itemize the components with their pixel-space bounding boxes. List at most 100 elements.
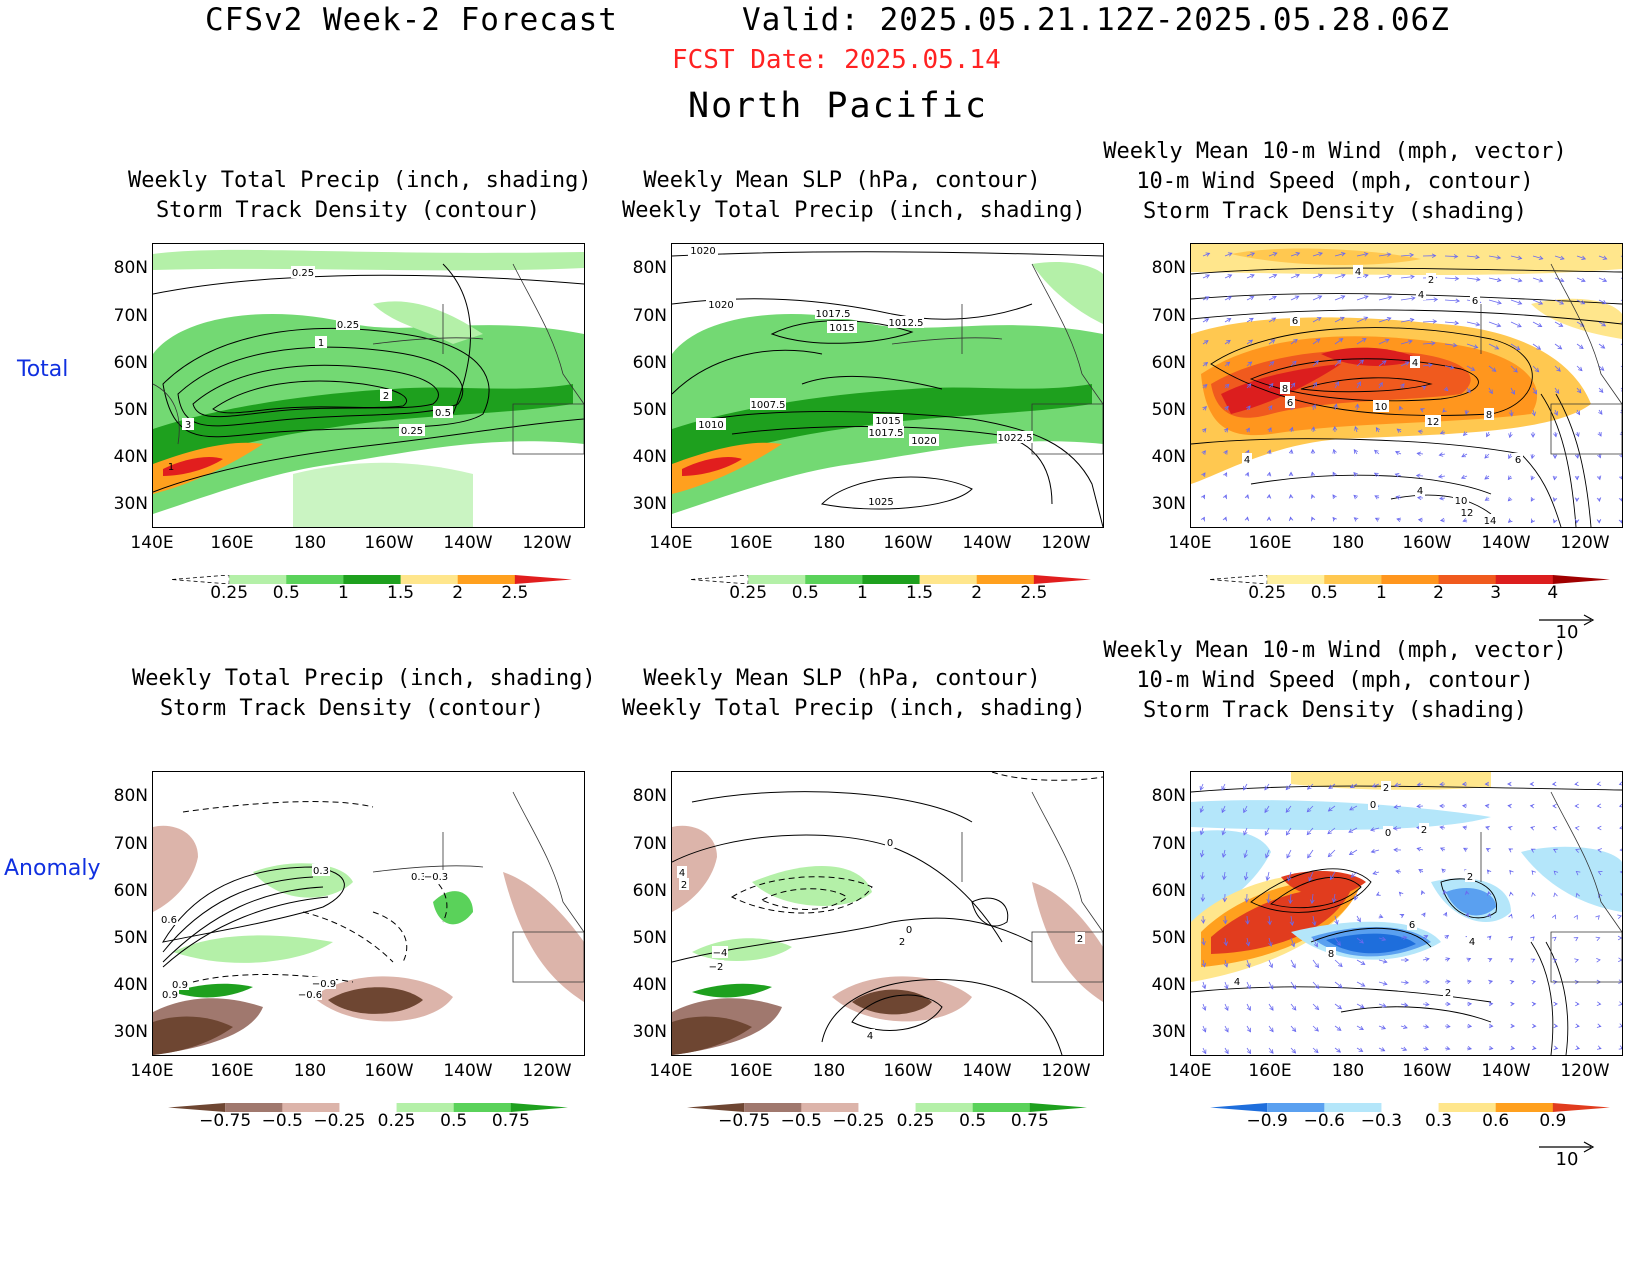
contour-label: 4 — [679, 868, 685, 879]
wind-vector-head — [1354, 425, 1359, 431]
lon-tick-label: 120W — [1560, 533, 1610, 553]
wind-vector-head — [1288, 516, 1294, 522]
wind-vector-head — [1399, 914, 1405, 919]
wind-vector-head — [1531, 1045, 1537, 1051]
coastline — [153, 263, 584, 455]
wind-vector — [1328, 805, 1336, 812]
wind-vector-head — [1291, 984, 1297, 990]
colorbar-swatch — [1552, 1103, 1610, 1112]
wind-vector-head — [1370, 849, 1376, 854]
wind-vector-head — [1393, 847, 1398, 853]
wind-vector-head — [1475, 277, 1481, 282]
wind-vector-head — [1531, 1001, 1537, 1007]
wind-vector — [1394, 805, 1402, 808]
wind-vector-head — [1202, 1006, 1207, 1011]
wind-vector-head — [1517, 255, 1523, 260]
wind-vector-head — [1552, 454, 1558, 460]
wind-vector-head — [1332, 426, 1338, 431]
wind-vector-head — [1348, 828, 1353, 833]
wind-vector-head — [1221, 830, 1226, 836]
wind-vector-head — [1467, 1001, 1473, 1007]
wind-vector — [1466, 321, 1480, 326]
wind-vector-head — [1618, 1001, 1622, 1006]
wind-vector — [1554, 387, 1560, 394]
wind-vector-head — [1349, 784, 1355, 789]
lon-tick-label: 140W — [962, 1061, 1012, 1081]
wind-vector — [1202, 362, 1208, 367]
wind-vector-head — [1387, 295, 1393, 300]
storm-track-anomaly-contours — [161, 801, 448, 983]
wind-vector — [1312, 338, 1321, 345]
wind-vector-head — [1373, 472, 1379, 477]
wind-vector-head — [1288, 471, 1294, 477]
wind-vector-head — [1497, 300, 1502, 305]
wind-vector-head — [1221, 808, 1226, 814]
lat-tick-label: 40N — [632, 975, 667, 995]
wind-vector-head — [1553, 1045, 1559, 1051]
contour-label: 1 — [168, 462, 174, 473]
wind-vector-head — [1575, 848, 1580, 853]
colorbar-tick-label: 2.5 — [501, 583, 529, 603]
colorbar-swatch — [915, 1103, 974, 1112]
wind-vector — [1351, 871, 1358, 878]
wind-vector — [1509, 431, 1512, 438]
wind-vector-head — [1463, 847, 1468, 852]
contour-label: −2 — [709, 962, 724, 973]
wind-vector-head — [1268, 404, 1273, 410]
wind-vector-head — [1423, 935, 1429, 940]
wind-vector — [1400, 1047, 1407, 1051]
wind-vector-head — [1619, 433, 1622, 436]
wind-vector — [1372, 783, 1380, 788]
wind-vector — [1290, 339, 1298, 345]
contour-label: 0.9 — [162, 990, 178, 1001]
wind-vector-head — [1356, 917, 1361, 923]
wind-vector-head — [1200, 516, 1205, 522]
colorbar-tick-label: 0.6 — [1482, 1111, 1510, 1131]
wind-vector-head — [1200, 852, 1205, 858]
wind-vector-head — [1574, 781, 1579, 787]
wind-vector-head — [1486, 891, 1492, 896]
lat-tick-label: 30N — [113, 1022, 148, 1042]
wind-vector-head — [1596, 1045, 1602, 1050]
wind-vector-head — [1267, 449, 1272, 455]
wind-vector — [1532, 343, 1541, 350]
wind-vector-head — [1552, 848, 1558, 853]
wind-vector-head — [1244, 898, 1250, 903]
wind-vector — [1224, 252, 1233, 257]
colorbar-swatch — [919, 575, 978, 584]
wind-vector-head — [1291, 963, 1296, 969]
wind-vector-head — [1332, 516, 1337, 522]
wind-vector-head — [1507, 475, 1513, 481]
lat-tick-label: 30N — [1151, 1022, 1186, 1042]
wind-vector — [1268, 893, 1270, 903]
wind-vector — [1395, 870, 1402, 873]
wind-vector-head — [1574, 826, 1580, 831]
wind-vector-head — [1317, 295, 1323, 300]
wind-vector-head — [1364, 273, 1369, 279]
contour-label: 0.3 — [313, 866, 329, 877]
wind-vector — [1200, 827, 1204, 835]
colorbar-tick-label: 1 — [857, 583, 868, 603]
wind-vector — [1554, 255, 1565, 260]
wind-vector-head — [1580, 300, 1586, 305]
wind-vector-head — [1394, 473, 1400, 478]
lon-tick-label: 160W — [364, 533, 414, 553]
wind-vector — [1202, 274, 1210, 279]
wind-vector — [1466, 387, 1471, 393]
wind-vector-head — [1574, 518, 1580, 524]
wind-vector-head — [1227, 274, 1233, 279]
map-total-slp-precip: 1020 1020 1017.5 1015 1012.5 1007.5 1010… — [671, 243, 1104, 528]
wind-vector-head — [1223, 941, 1228, 947]
wind-vector — [1246, 339, 1253, 345]
coastline — [1480, 263, 1622, 455]
wind-vector-head — [1461, 781, 1467, 787]
wind-vector-head — [1266, 494, 1272, 499]
lat-tick-label: 80N — [632, 786, 667, 806]
wind-vector — [1268, 361, 1275, 367]
wind-vector — [1510, 409, 1513, 416]
wind-vector-head — [1464, 912, 1469, 918]
wind-vector — [1312, 252, 1323, 257]
wind-vector — [1439, 497, 1446, 500]
contour-label: 1017.5 — [816, 309, 851, 320]
wind-vector-head — [1445, 957, 1451, 962]
